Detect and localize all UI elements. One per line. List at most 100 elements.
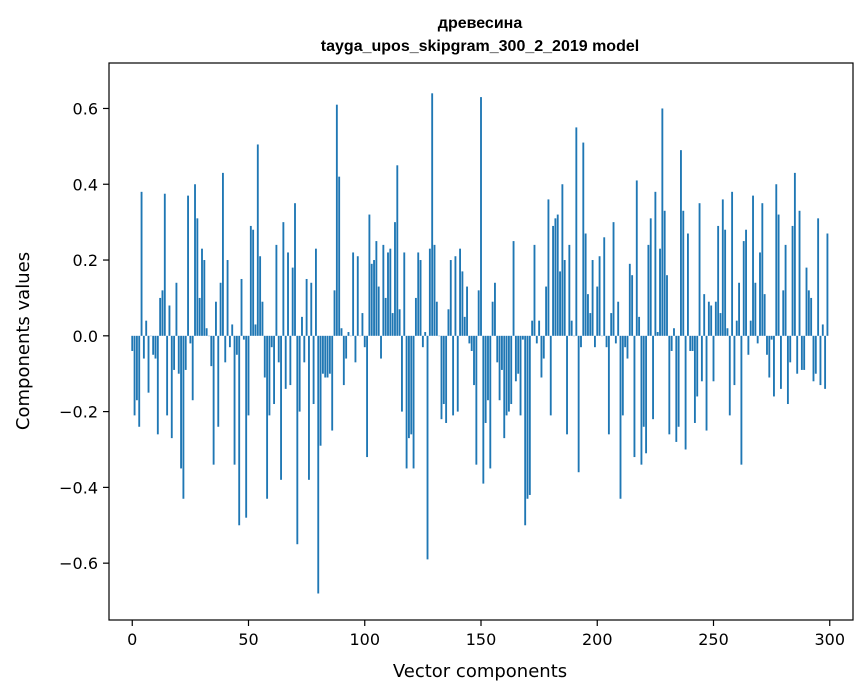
bar (442, 335, 445, 405)
bar (668, 335, 671, 435)
bar (156, 335, 159, 435)
bar (168, 305, 171, 336)
bar (198, 297, 201, 336)
bar (691, 335, 694, 351)
bar (707, 301, 710, 336)
bar (514, 335, 517, 382)
bar (594, 335, 596, 348)
bar (712, 335, 715, 382)
bar (542, 335, 545, 359)
bar (545, 286, 548, 336)
x-tick-label: 200 (582, 630, 613, 649)
bar (154, 335, 157, 359)
bar (217, 335, 220, 427)
bar (417, 252, 420, 336)
bar (475, 335, 478, 465)
bar (259, 256, 262, 336)
bar-series (131, 93, 829, 594)
bar (163, 193, 166, 336)
bar (256, 144, 259, 336)
bar (680, 150, 682, 336)
bar (421, 335, 424, 348)
bar (780, 335, 782, 389)
bar (263, 335, 266, 378)
bar (375, 241, 378, 336)
bar (245, 335, 248, 518)
bar (607, 335, 610, 435)
bar (682, 210, 685, 336)
bar (266, 335, 269, 499)
bar (821, 324, 824, 336)
bar (521, 335, 524, 340)
bar (670, 335, 673, 351)
bar (768, 335, 771, 378)
bar (466, 286, 468, 336)
bar (614, 335, 617, 344)
bar (180, 335, 182, 469)
bar (433, 244, 436, 336)
bar (177, 335, 180, 374)
bar (721, 199, 724, 336)
bar (138, 335, 141, 427)
bar (133, 335, 136, 416)
bar (673, 328, 675, 336)
bar (235, 335, 238, 355)
bar (189, 335, 192, 344)
bar (194, 184, 196, 336)
x-axis-ticks: 0 50 100 150 200 250 300 (127, 620, 845, 649)
bar (826, 233, 829, 336)
bar (624, 335, 627, 348)
bar (786, 335, 789, 405)
bar (524, 335, 527, 526)
bar (663, 210, 666, 336)
bar (517, 335, 520, 374)
bar (563, 260, 566, 336)
bar (440, 335, 443, 420)
bar (605, 335, 608, 348)
bar (184, 335, 187, 370)
bar (159, 297, 162, 336)
bar (482, 335, 485, 484)
bar (368, 214, 371, 336)
bar (315, 248, 317, 336)
x-tick-label: 300 (814, 630, 845, 649)
bar (494, 282, 496, 336)
bar (728, 335, 731, 416)
bar (405, 335, 408, 469)
bar (231, 324, 234, 336)
bar (817, 218, 820, 336)
bar (287, 252, 289, 336)
bar (394, 222, 396, 336)
y-tick-label: −0.2 (59, 403, 98, 422)
bar (554, 218, 557, 336)
bar (449, 260, 452, 336)
bar (647, 244, 650, 336)
bar (291, 267, 294, 336)
bar (389, 248, 392, 336)
bar (738, 282, 741, 336)
bar (710, 305, 713, 336)
bar (654, 191, 657, 336)
bar (587, 294, 589, 336)
bar (280, 335, 282, 480)
bar (382, 244, 385, 336)
bar (754, 282, 757, 336)
bar (196, 218, 199, 336)
bar (577, 335, 580, 473)
y-tick-label: −0.6 (59, 554, 98, 573)
bar (807, 290, 810, 336)
y-tick-label: −0.4 (59, 478, 98, 497)
bar (270, 335, 273, 348)
bar (275, 244, 278, 336)
bar (340, 328, 343, 336)
bar (791, 225, 794, 336)
bar (268, 335, 271, 416)
bar (689, 335, 692, 351)
bar (261, 301, 264, 336)
bar (224, 335, 227, 363)
bar (740, 335, 743, 465)
bar (363, 335, 366, 348)
bar (326, 335, 329, 378)
bar (598, 256, 601, 336)
bar (698, 203, 701, 336)
